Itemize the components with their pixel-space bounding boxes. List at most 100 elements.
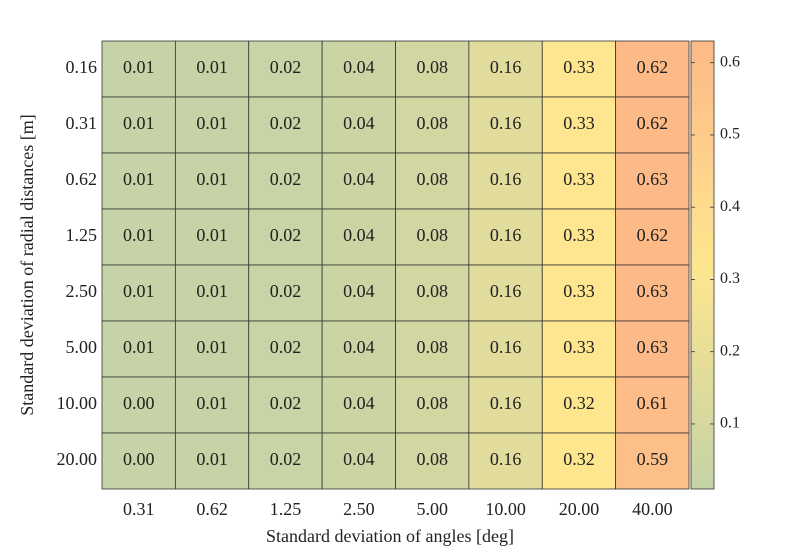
heatmap-cell: [174, 432, 250, 490]
colorbar: [690, 40, 715, 490]
cell-label: 0.01: [196, 225, 228, 245]
heatmap-cell: [174, 96, 250, 154]
cell-label: 0.04: [343, 113, 375, 133]
cell-label: 0.08: [416, 57, 448, 77]
heatmap-cell: [248, 376, 323, 434]
cell-label: 0.01: [123, 57, 155, 77]
cell-label: 0.02: [270, 281, 302, 301]
cell-label: 0.00: [123, 449, 155, 469]
cell-label: 0.04: [343, 281, 375, 301]
y-tick-label: 1.25: [66, 225, 98, 245]
cell-label: 0.01: [196, 169, 228, 189]
cell-label: 0.63: [637, 337, 669, 357]
x-tick-label: 0.62: [196, 499, 228, 519]
heatmap-cell: [321, 208, 396, 266]
heatmap-cell: [174, 320, 250, 378]
cell-label: 0.33: [563, 225, 595, 245]
cell-label: 0.16: [490, 169, 522, 189]
x-tick-label: 0.31: [123, 499, 155, 519]
heatmap-cell: [468, 96, 543, 154]
cell-label: 0.33: [563, 113, 595, 133]
colorbar-tick-label: 0.2: [720, 342, 740, 359]
heatmap-cell: [468, 152, 543, 210]
y-tick-label: 0.16: [66, 57, 98, 77]
heatmap-cell: [321, 264, 396, 322]
cell-label: 0.01: [123, 169, 155, 189]
heatmap-cell: [395, 432, 470, 490]
cell-label: 0.02: [270, 57, 302, 77]
heatmap-cell: [248, 152, 323, 210]
x-tick-label: 20.00: [559, 499, 600, 519]
heatmap-cell: [248, 264, 323, 322]
cell-label: 0.59: [637, 449, 669, 469]
colorbar-tick-label: 0.3: [720, 270, 740, 287]
heatmap-cell: [101, 40, 176, 98]
x-tick-label: 5.00: [416, 499, 448, 519]
heatmap-cell: [615, 96, 690, 154]
heatmap-cell: [248, 40, 323, 98]
y-tick-label: 0.62: [66, 169, 98, 189]
heatmap-cell: [395, 208, 470, 266]
cell-label: 0.01: [196, 393, 228, 413]
heatmap-cell: [101, 376, 176, 434]
cell-label: 0.02: [270, 337, 302, 357]
heatmap-cell: [468, 264, 543, 322]
heatmap-cell: [395, 320, 470, 378]
heatmap-cell: [615, 264, 690, 322]
cell-label: 0.02: [270, 225, 302, 245]
heatmap-cell: [248, 432, 323, 490]
cell-label: 0.08: [416, 449, 448, 469]
cell-label: 0.62: [637, 113, 669, 133]
x-tick-label: 10.00: [485, 499, 526, 519]
heatmap-cell: [615, 320, 690, 378]
cell-label: 0.62: [637, 225, 669, 245]
heatmap-cell: [321, 432, 396, 490]
cell-label: 0.01: [196, 337, 228, 357]
cell-label: 0.33: [563, 57, 595, 77]
heatmap-cell: [174, 152, 250, 210]
cell-label: 0.33: [563, 337, 595, 357]
cell-label: 0.01: [123, 281, 155, 301]
heatmap-cell: [248, 208, 323, 266]
cell-label: 0.04: [343, 57, 375, 77]
y-tick-label: 2.50: [66, 281, 98, 301]
heatmap-cell: [541, 152, 617, 210]
heatmap-cell: [468, 40, 543, 98]
cell-label: 0.08: [416, 281, 448, 301]
cell-label: 0.00: [123, 393, 155, 413]
heatmap-cell: [615, 432, 690, 490]
cell-label: 0.32: [563, 393, 595, 413]
cell-label: 0.16: [490, 281, 522, 301]
heatmap-cell: [101, 208, 176, 266]
cell-label: 0.16: [490, 113, 522, 133]
cell-label: 0.32: [563, 449, 595, 469]
cell-label: 0.08: [416, 225, 448, 245]
colorbar-tick-label: 0.1: [720, 415, 740, 432]
cell-label: 0.01: [196, 113, 228, 133]
cell-label: 0.16: [490, 57, 522, 77]
heatmap-cell: [468, 320, 543, 378]
x-axis-label: Standard deviation of angles [deg]: [266, 526, 514, 546]
heatmap-cell: [615, 376, 690, 434]
cell-label: 0.04: [343, 169, 375, 189]
heatmap-cell: [395, 40, 470, 98]
cell-label: 0.01: [196, 57, 228, 77]
cell-label: 0.02: [270, 393, 302, 413]
cell-label: 0.04: [343, 225, 375, 245]
cell-label: 0.16: [490, 393, 522, 413]
cell-label: 0.01: [123, 337, 155, 357]
cell-label: 0.63: [637, 281, 669, 301]
cell-label: 0.62: [637, 57, 669, 77]
cell-label: 0.04: [343, 337, 375, 357]
heatmap-cell: [174, 40, 250, 98]
heatmap-cell: [468, 432, 543, 490]
y-tick-label: 10.00: [57, 393, 98, 413]
cell-label: 0.08: [416, 113, 448, 133]
cell-label: 0.01: [123, 225, 155, 245]
heatmap-cell: [174, 376, 250, 434]
cell-label: 0.02: [270, 449, 302, 469]
y-tick-label: 5.00: [66, 337, 98, 357]
x-tick-label: 2.50: [343, 499, 375, 519]
heatmap-cell: [541, 208, 617, 266]
